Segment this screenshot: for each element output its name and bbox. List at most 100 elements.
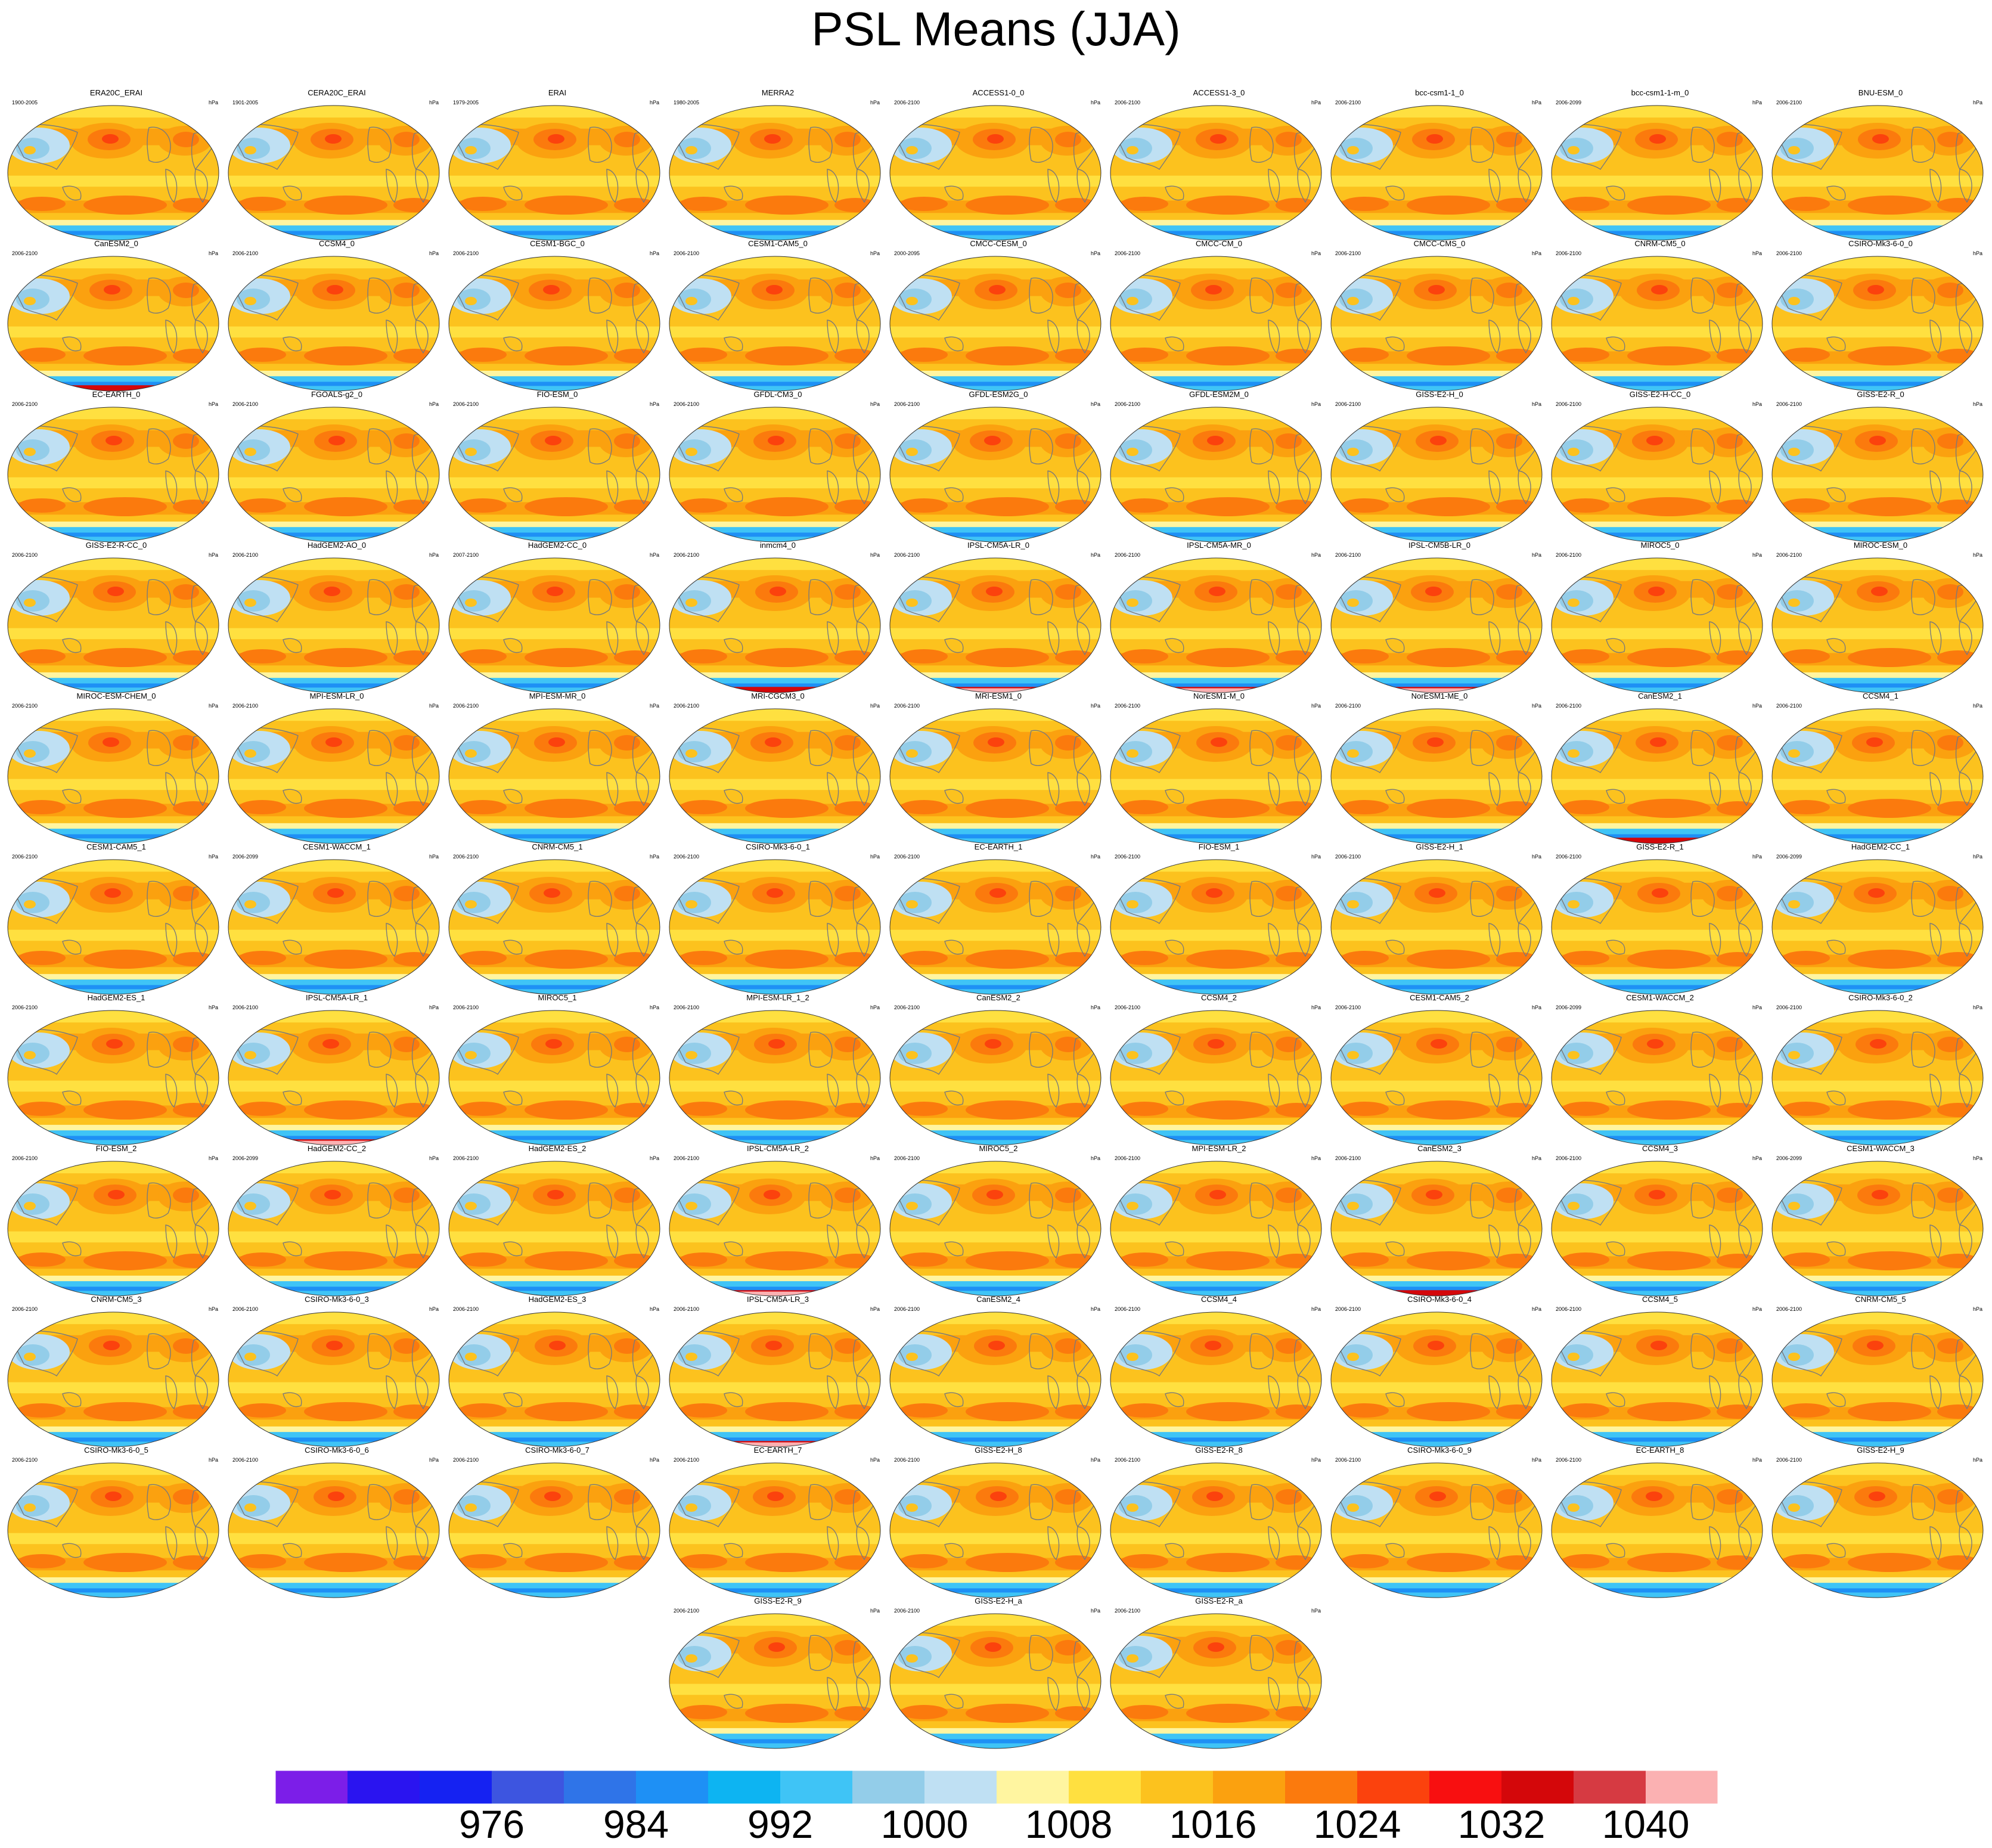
psl-map [669, 256, 881, 392]
panel-years: 2006-2099 [1556, 1004, 1582, 1010]
psl-map [448, 407, 660, 542]
psl-map [889, 708, 1102, 844]
panel-title: ERA20C_ERAI [89, 88, 143, 97]
panel-title: CSIRO-Mk3-6-0_6 [305, 1446, 369, 1455]
panel-title: NorESM1-M_0 [1193, 692, 1245, 700]
panel-unit: hPa [1752, 703, 1762, 709]
panel-title: MIROC5_2 [979, 1144, 1018, 1153]
panel-title: HadGEM2-ES_1 [87, 993, 145, 1002]
panel-title: IPSL-CM5A-MR_0 [1187, 541, 1251, 550]
map-panel: CESM1-CAM5_1 2006-2100 hPa [6, 842, 226, 995]
panel-unit: hPa [1752, 854, 1762, 860]
panel-years: 2006-2100 [674, 1306, 700, 1312]
panel-years: 2006-2100 [894, 1306, 920, 1312]
panel-years: 2006-2100 [1115, 1457, 1141, 1463]
panel-unit: hPa [1311, 1608, 1321, 1614]
panel-unit: hPa [1752, 401, 1762, 407]
panel-years: 2006-2100 [894, 1608, 920, 1614]
panel-unit: hPa [429, 1004, 439, 1010]
map-panel: CCSM4_4 2006-2100 hPa [1109, 1295, 1329, 1447]
panel-years: 2006-2100 [674, 1004, 700, 1010]
map-panel: CanESM2_2 2006-2100 hPa [888, 993, 1109, 1146]
colorbar-swatch [636, 1771, 709, 1804]
panel-years: 2006-2100 [1115, 703, 1141, 709]
panel-unit: hPa [870, 250, 880, 256]
psl-map [1110, 708, 1322, 844]
panel-title: GFDL-CM3_0 [753, 390, 802, 399]
panel-title: CanESM2_0 [94, 239, 138, 248]
colorbar-swatch [347, 1771, 420, 1804]
map-panel: CNRM-CM5_1 2006-2100 hPa [447, 842, 668, 995]
panel-title: MPI-ESM-LR_1_2 [746, 993, 809, 1002]
panel-unit: hPa [870, 703, 880, 709]
map-panel: GISS-E2-H_0 2006-2100 hPa [1329, 390, 1550, 542]
panel-unit: hPa [1752, 1457, 1762, 1463]
psl-map [1771, 105, 1984, 241]
panel-unit: hPa [429, 1306, 439, 1312]
panel-unit: hPa [870, 1004, 880, 1010]
panel-unit: hPa [649, 1155, 659, 1161]
psl-map [448, 1010, 660, 1146]
colorbar-swatch [492, 1771, 564, 1804]
colorbar-swatch [1069, 1771, 1141, 1804]
map-panel: inmcm4_0 2006-2100 hPa [668, 541, 888, 693]
panel-title: HadGEM2-CC_2 [307, 1144, 367, 1153]
map-panel: EC-EARTH_7 2006-2100 hPa [668, 1446, 888, 1598]
panel-title: IPSL-CM5A-LR_3 [746, 1295, 809, 1304]
map-panel: FIO-ESM_2 2006-2100 hPa [6, 1144, 226, 1297]
panel-unit: hPa [870, 1457, 880, 1463]
psl-map [228, 1462, 440, 1598]
psl-map [669, 708, 881, 844]
panel-years: 2006-2100 [12, 401, 38, 407]
panel-years: 2006-2099 [1776, 854, 1802, 860]
panel-years: 2006-2100 [674, 1608, 700, 1614]
panel-years: 2006-2100 [232, 1004, 259, 1010]
map-panel: GFDL-CM3_0 2006-2100 hPa [668, 390, 888, 542]
panel-years: 2006-2100 [1115, 1155, 1141, 1161]
colorbar-swatch [708, 1771, 781, 1804]
panel-unit: hPa [1311, 552, 1321, 558]
map-panel: CNRM-CM5_5 2006-2100 hPa [1770, 1295, 1991, 1447]
map-panel: FIO-ESM_0 2006-2100 hPa [447, 390, 668, 542]
panel-title: CCSM4_0 [319, 239, 355, 248]
panel-years: 2006-2100 [674, 250, 700, 256]
map-panel: CSIRO-Mk3-6-0_5 2006-2100 hPa [6, 1446, 226, 1598]
psl-map [7, 105, 219, 241]
panel-years: 2006-2100 [1115, 100, 1141, 106]
psl-map [669, 105, 881, 241]
panel-unit: hPa [649, 1004, 659, 1010]
panel-unit: hPa [1090, 401, 1100, 407]
panel-unit: hPa [1531, 1457, 1541, 1463]
panel-years: 2006-2099 [232, 1155, 259, 1161]
panel-years: 2006-2100 [1776, 250, 1802, 256]
psl-map [7, 1010, 219, 1146]
panel-title: GFDL-ESM2M_0 [1189, 390, 1249, 399]
panel-title: CERA20C_ERAI [308, 88, 366, 97]
map-panel: EC-EARTH_8 2006-2100 hPa [1550, 1446, 1770, 1598]
panel-title: GISS-E2-H_9 [1857, 1446, 1904, 1455]
map-panel: MPI-ESM-LR_2 2006-2100 hPa [1109, 1144, 1329, 1297]
psl-map [669, 557, 881, 693]
panel-years: 2006-2100 [894, 703, 920, 709]
psl-map [1551, 407, 1763, 542]
map-panel: IPSL-CM5B-LR_0 2006-2100 hPa [1329, 541, 1550, 693]
panel-years: 2006-2100 [1556, 1155, 1582, 1161]
colorbar-swatch [1501, 1771, 1574, 1804]
panel-title: MERRA2 [761, 88, 795, 97]
map-panel: GISS-E2-R_a 2006-2100 hPa [1109, 1596, 1329, 1749]
panel-unit: hPa [208, 1306, 218, 1312]
psl-map [1110, 1613, 1322, 1749]
psl-map [1551, 1311, 1763, 1447]
colorbar-swatch [1574, 1771, 1646, 1804]
map-panel: MRI-ESM1_0 2006-2100 hPa [888, 692, 1109, 844]
panel-title: EC-EARTH_1 [974, 842, 1023, 851]
panel-years: 2006-2100 [1335, 1306, 1361, 1312]
panel-title: MIROC5_0 [1640, 541, 1680, 550]
psl-map [1771, 708, 1984, 844]
panel-unit: hPa [429, 100, 439, 106]
panel-years: 2006-2100 [1335, 100, 1361, 106]
psl-map [448, 105, 660, 241]
panel-title: CSIRO-Mk3-6-0_3 [305, 1295, 369, 1304]
colorbar-swatch [852, 1771, 925, 1804]
psl-map [1330, 105, 1543, 241]
